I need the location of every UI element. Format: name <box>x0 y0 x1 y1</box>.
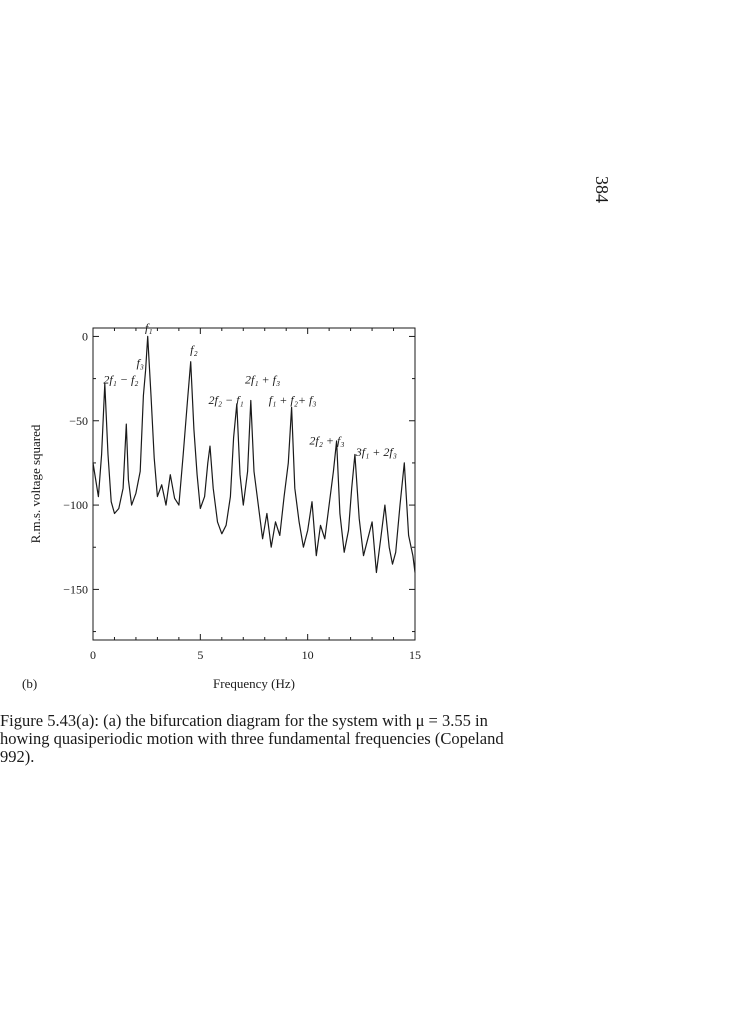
peak-annotation: 2f₁ + f₃ <box>245 373 280 387</box>
caption-line: Figure 5.43(a): (a) the bifurcation diag… <box>0 711 488 730</box>
peak-annotation: f₁ + f₂+ f₃ <box>269 393 317 407</box>
axis-ticks: 0 5 10 15 0 −50 −100 −150 <box>63 328 421 662</box>
y-tick-label: −150 <box>63 582 88 596</box>
y-tick-label: 0 <box>82 329 88 343</box>
caption-line: 992). <box>0 747 35 766</box>
peak-annotation: 3f₁ + 2f₃ <box>355 445 397 459</box>
peak-annotation: f₁ <box>145 320 153 334</box>
peak-annotation: 2f₁ − f₂ <box>103 373 138 387</box>
peak-annotation: 2f₂ − f₁ <box>209 393 244 407</box>
x-tick-label: 10 <box>302 648 314 662</box>
peak-annotation: 2f₂ + f₃ <box>309 433 344 447</box>
x-tick-label: 0 <box>90 648 96 662</box>
caption-line: howing quasiperiodic motion with three f… <box>0 729 504 748</box>
figure-caption: Figure 5.43(a): (a) the bifurcation diag… <box>0 712 560 766</box>
y-tick-label: −50 <box>69 414 88 428</box>
plot-frame <box>92 327 416 641</box>
spectrum-series-line <box>92 335 416 574</box>
y-axis-label: R.m.s. voltage squared <box>28 424 43 543</box>
panel-label: (b) <box>22 676 37 691</box>
peak-annotation: f₂ <box>190 342 198 356</box>
peak-annotation: f₃ <box>136 356 144 370</box>
spectrum-figure: 0 5 10 15 0 −50 −100 −150 f₁ f₃ 2f₁ − f₂ f₂ 2f₁ + f… <box>22 320 421 691</box>
y-tick-label: −100 <box>63 498 88 512</box>
x-tick-label: 15 <box>409 648 421 662</box>
x-tick-label: 5 <box>197 648 203 662</box>
x-axis-label: Frequency (Hz) <box>213 676 295 691</box>
